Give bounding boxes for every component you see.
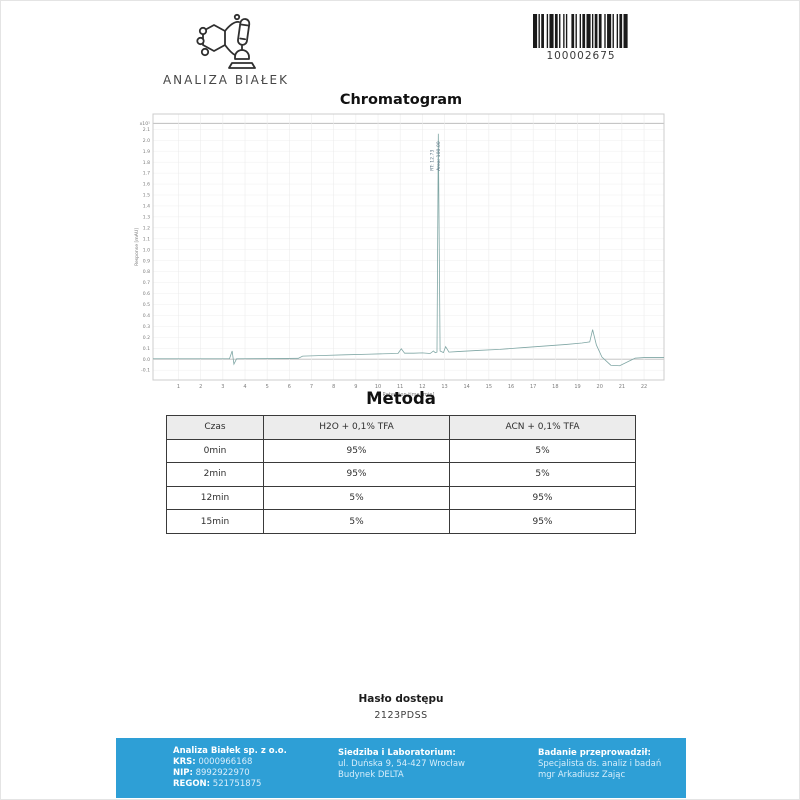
barcode-value: 100002675 xyxy=(546,50,616,62)
password-value: 2123PDSS xyxy=(374,710,428,721)
password-block: Hasło dostępu 2123PDSS xyxy=(1,693,800,721)
method-title: Metoda xyxy=(366,389,436,408)
svg-text:1.0: 1.0 xyxy=(143,247,150,253)
method-table-cell: 0min xyxy=(166,438,264,464)
method-table-header-row: Czas H2O + 0,1% TFA ACN + 0,1% TFA xyxy=(166,415,636,440)
svg-text:1.7: 1.7 xyxy=(143,171,150,177)
peak-annotation: Area: 100.00 xyxy=(436,141,442,171)
svg-text:1: 1 xyxy=(177,384,180,390)
svg-text:2: 2 xyxy=(199,384,202,390)
footer: Analiza Białek sp. z o.o. KRS: 000096616… xyxy=(116,738,686,798)
svg-text:1.3: 1.3 xyxy=(143,214,150,220)
svg-text:0.4: 0.4 xyxy=(143,313,150,319)
svg-text:8: 8 xyxy=(332,384,335,390)
footer-company: Analiza Białek sp. z o.o. KRS: 000096616… xyxy=(173,746,323,790)
method-table-cell: 2min xyxy=(166,462,264,487)
method-table-row: 12min 5% 95% xyxy=(166,485,636,511)
svg-text:0.8: 0.8 xyxy=(143,269,150,275)
svg-text:0.7: 0.7 xyxy=(143,280,150,286)
svg-text:21: 21 xyxy=(619,384,625,390)
method-table-header-cell: Czas xyxy=(166,415,264,440)
svg-text:14: 14 xyxy=(464,384,470,390)
footer-location-line: Budynek DELTA xyxy=(338,770,404,781)
logo-text: ANALIZA BIAŁEK xyxy=(162,73,290,87)
method-table-cell: 5% xyxy=(263,485,450,511)
svg-text:-0.1: -0.1 xyxy=(141,368,150,374)
logo: ANALIZA BIAŁEK xyxy=(161,13,291,87)
svg-text:2.1: 2.1 xyxy=(143,127,150,133)
footer-registry-line: REGON: 521751875 xyxy=(173,779,262,790)
svg-text:19: 19 xyxy=(574,384,580,390)
barcode-icon xyxy=(533,14,628,48)
svg-text:1.2: 1.2 xyxy=(143,225,150,231)
svg-text:1.8: 1.8 xyxy=(143,160,150,166)
svg-text:15: 15 xyxy=(486,384,492,390)
barcode: 100002675 xyxy=(531,14,631,62)
svg-text:22: 22 xyxy=(641,384,647,390)
svg-text:4: 4 xyxy=(243,384,246,390)
svg-text:1.1: 1.1 xyxy=(143,236,150,242)
method-table: Czas H2O + 0,1% TFA ACN + 0,1% TFA 0min 95% 5… xyxy=(166,415,636,534)
svg-text:16: 16 xyxy=(508,384,514,390)
svg-text:1.9: 1.9 xyxy=(143,149,150,155)
footer-examiner-line: mgr Arkadiusz Zając xyxy=(538,770,626,781)
method-table-cell: 5% xyxy=(263,509,450,534)
svg-text:5: 5 xyxy=(266,384,269,390)
svg-text:1.6: 1.6 xyxy=(143,182,150,188)
peak-annotation: RT: 12.73 xyxy=(429,150,435,171)
chromatogram-title: Chromatogram xyxy=(339,92,463,108)
method-table-cell: 95% xyxy=(263,438,450,464)
svg-text:0.3: 0.3 xyxy=(143,324,150,330)
svg-text:17: 17 xyxy=(530,384,536,390)
svg-text:9: 9 xyxy=(354,384,357,390)
y-axis-label: Response [mAU] xyxy=(134,228,140,266)
method-table-cell: 95% xyxy=(449,485,636,511)
svg-text:18: 18 xyxy=(552,384,558,390)
password-label: Hasło dostępu xyxy=(358,693,444,705)
molecule-microscope-icon xyxy=(196,13,256,69)
svg-text:x10¹: x10¹ xyxy=(140,121,151,127)
svg-text:0.2: 0.2 xyxy=(143,335,150,341)
method-table-row: 0min 95% 5% xyxy=(166,438,636,464)
footer-company-name: Analiza Białek sp. z o.o. xyxy=(173,746,287,756)
svg-text:7: 7 xyxy=(310,384,313,390)
svg-text:0.0: 0.0 xyxy=(143,357,150,363)
svg-text:13: 13 xyxy=(441,384,447,390)
method-table-cell: 95% xyxy=(449,509,636,534)
chromatogram-signal xyxy=(153,133,664,367)
x-axis-label: Retention time [min] xyxy=(383,392,435,398)
svg-text:1.5: 1.5 xyxy=(143,193,150,199)
method-table-header-cell: H2O + 0,1% TFA xyxy=(263,415,450,440)
footer-registry-line: NIP: 8992922970 xyxy=(173,768,250,779)
footer-examiner: Badanie przeprowadził: Specjalista ds. a… xyxy=(538,748,686,781)
footer-location-line: ul. Duńska 9, 54-427 Wrocław xyxy=(338,759,465,770)
method-table-row: 2min 95% 5% xyxy=(166,462,636,487)
svg-text:1.4: 1.4 xyxy=(143,204,150,210)
footer-examiner-heading: Badanie przeprowadził: xyxy=(538,748,651,758)
svg-text:3: 3 xyxy=(221,384,224,390)
svg-text:12: 12 xyxy=(419,384,425,390)
method-table-cell: 15min xyxy=(166,509,264,534)
svg-text:0.5: 0.5 xyxy=(143,302,150,308)
method-table-cell: 5% xyxy=(449,438,636,464)
svg-text:0.6: 0.6 xyxy=(143,291,150,297)
svg-text:0.1: 0.1 xyxy=(143,346,150,352)
svg-text:20: 20 xyxy=(597,384,603,390)
method-table-header-cell: ACN + 0,1% TFA xyxy=(449,415,636,440)
footer-location: Siedziba i Laboratorium: ul. Duńska 9, 5… xyxy=(338,748,518,781)
svg-text:0.9: 0.9 xyxy=(143,258,150,264)
footer-registry-line: KRS: 0000966168 xyxy=(173,757,253,768)
method-table-cell: 5% xyxy=(449,462,636,487)
svg-text:6: 6 xyxy=(288,384,291,390)
svg-text:10: 10 xyxy=(375,384,381,390)
method-table-cell: 95% xyxy=(263,462,450,487)
chromatogram-chart: RT: 12.73 Area: 100.00 2.1 2.0 1.9 1.8 1.7 1.6 1… xyxy=(131,111,671,403)
footer-location-heading: Siedziba i Laboratorium: xyxy=(338,748,456,758)
svg-text:2.0: 2.0 xyxy=(143,138,150,144)
method-table-cell: 12min xyxy=(166,485,264,511)
method-table-row: 15min 5% 95% xyxy=(166,509,636,534)
footer-examiner-line: Specjalista ds. analiz i badań xyxy=(538,759,662,770)
svg-text:11: 11 xyxy=(397,384,403,390)
